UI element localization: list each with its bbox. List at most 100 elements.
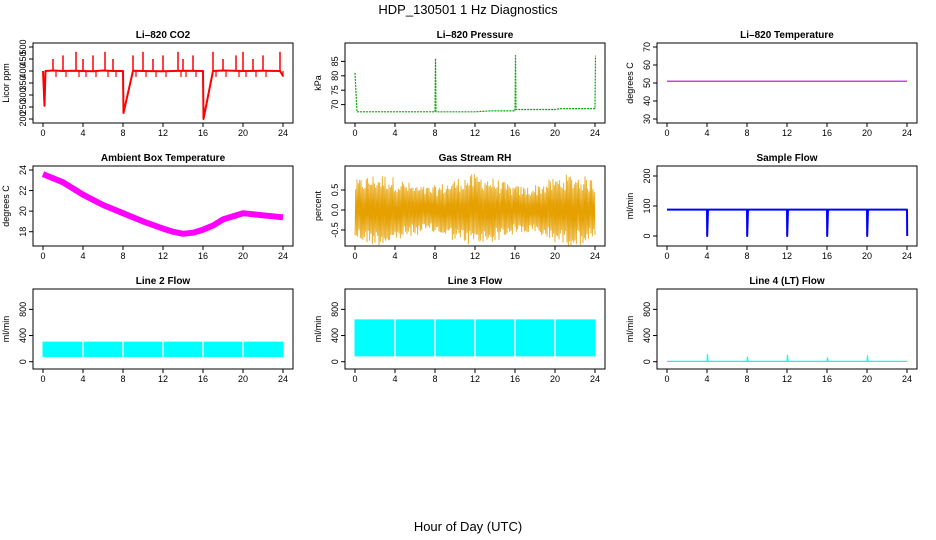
- panel-4-xtick-label-0: 0: [40, 251, 45, 261]
- panel-5-xtick-label-20: 20: [550, 251, 560, 261]
- panel-5-xtick-label-16: 16: [510, 251, 520, 261]
- panel-7-xtick-label-12: 12: [158, 374, 168, 384]
- panel-2-frame: [344, 42, 606, 124]
- panel-6-xtick-label-12: 12: [782, 251, 792, 261]
- panel-8-title: Line 3 Flow: [448, 276, 503, 287]
- panel-1-ytick-label-300: 300: [18, 87, 28, 102]
- panel-6-ytick-label-0: 0: [642, 233, 652, 238]
- panel-4-ytick-label-24: 24: [18, 165, 28, 175]
- panel-4-xtick-label-4: 4: [80, 251, 85, 261]
- panel-7-title: Line 2 Flow: [136, 276, 191, 287]
- panel-2-xtick-label-12: 12: [470, 128, 480, 138]
- panel-7-xtick-label-8: 8: [120, 374, 125, 384]
- panel-2-ytick-label-85: 85: [330, 56, 340, 66]
- panel-4-series-line: [41, 171, 284, 237]
- panel-1-ytick-label-400: 400: [18, 63, 28, 78]
- panel-3-xtick-label-8: 8: [744, 128, 749, 138]
- panel-6-xtick-label-16: 16: [822, 251, 832, 261]
- panel-8-xtick-label-0: 0: [352, 374, 357, 384]
- panel-8-ylabel: ml/min: [313, 316, 323, 343]
- panel-1-xtick-label-16: 16: [198, 128, 208, 138]
- panel-9-ylabel: ml/min: [625, 316, 635, 343]
- panel-3-title: Li–820 Temperature: [740, 30, 834, 41]
- panel-7-ylabel: ml/min: [1, 316, 11, 343]
- panel-4-ylabel: degrees C: [1, 185, 11, 227]
- panel-2-title: Li–820 Pressure: [437, 30, 514, 41]
- panel-6-xtick-label-0: 0: [664, 251, 669, 261]
- panel-8-xtick-label-24: 24: [590, 374, 600, 384]
- panel-6-xtick-label-4: 4: [704, 251, 709, 261]
- panel-2-xtick-label-20: 20: [550, 128, 560, 138]
- panel-4-frame: [32, 165, 294, 247]
- panel-8-ytick-label-0: 0: [330, 359, 340, 364]
- panel-7-xtick-label-24: 24: [278, 374, 288, 384]
- panel-1-title: Li–820 CO2: [136, 30, 191, 41]
- panel-2-ytick-label-70: 70: [330, 100, 340, 110]
- panel-9-xtick-label-8: 8: [744, 374, 749, 384]
- panel-1-xtick-label-4: 4: [80, 128, 85, 138]
- panel-5-ylabel: percent: [313, 190, 323, 221]
- panel-8-xtick-label-12: 12: [470, 374, 480, 384]
- panel-4-title: Ambient Box Temperature: [101, 153, 226, 164]
- panel-3-ytick-label-50: 50: [642, 78, 652, 88]
- panel-2-series-line: [354, 55, 597, 113]
- panel-4-xtick-label-24: 24: [278, 251, 288, 261]
- panel-2-ylabel: kPa: [313, 75, 323, 91]
- panel-9-title: Line 4 (LT) Flow: [749, 276, 825, 287]
- panel-9-xtick-label-12: 12: [782, 374, 792, 384]
- panel-9-xtick-label-16: 16: [822, 374, 832, 384]
- panel-7-xtick-label-4: 4: [80, 374, 85, 384]
- panel-2-xtick-label-16: 16: [510, 128, 520, 138]
- panel-3-frame: [656, 42, 918, 124]
- panel-5-xtick-label-4: 4: [392, 251, 397, 261]
- panel-9-xtick-label-0: 0: [664, 374, 669, 384]
- panel-3-xtick-label-0: 0: [664, 128, 669, 138]
- panel-4-xtick-label-12: 12: [158, 251, 168, 261]
- panel-7-ytick-label-0: 0: [18, 359, 28, 364]
- panel-1-xtick-label-0: 0: [40, 128, 45, 138]
- panel-9-xtick-label-24: 24: [902, 374, 912, 384]
- panel-1-ytick-label-250: 250: [18, 99, 28, 114]
- panel-3-ytick-label-30: 30: [642, 114, 652, 124]
- panel-6-title: Sample Flow: [756, 153, 817, 164]
- panel-8-ytick-label-800: 800: [330, 302, 340, 317]
- panel-9-series-line: [667, 353, 907, 362]
- panel-5-xtick-label-8: 8: [432, 251, 437, 261]
- panel-5-xtick-label-12: 12: [470, 251, 480, 261]
- panel-2-xtick-label-4: 4: [392, 128, 397, 138]
- panel-9-xtick-label-20: 20: [862, 374, 872, 384]
- panel-8-xtick-label-4: 4: [392, 374, 397, 384]
- panel-2-xtick-label-8: 8: [432, 128, 437, 138]
- panel-6-ytick-label-100: 100: [642, 198, 652, 213]
- panel-5-xtick-label-0: 0: [352, 251, 357, 261]
- panel-5-ytick-label-0.0: 0.0: [330, 204, 340, 217]
- panel-4-xtick-label-8: 8: [120, 251, 125, 261]
- panel-1-ylabel: Licor ppm: [1, 63, 11, 103]
- panel-1-xtick-label-8: 8: [120, 128, 125, 138]
- panel-5-xtick-label-24: 24: [590, 251, 600, 261]
- panel-5-ytick-label--0.5: -0.5: [330, 222, 340, 238]
- panel-4-xtick-label-20: 20: [238, 251, 248, 261]
- panel-3-ytick-label-40: 40: [642, 96, 652, 106]
- panel-6-ylabel: ml/min: [625, 193, 635, 220]
- panel-7-xtick-label-20: 20: [238, 374, 248, 384]
- panel-3-xtick-label-4: 4: [704, 128, 709, 138]
- panel-8-ytick-label-400: 400: [330, 328, 340, 343]
- panel-4-ytick-label-18: 18: [18, 227, 28, 237]
- panel-6-series-line: [667, 208, 909, 237]
- panel-8-xtick-label-8: 8: [432, 374, 437, 384]
- panel-1-ytick-label-500: 500: [18, 39, 28, 54]
- panel-1-frame: [32, 42, 294, 124]
- panel-2-xtick-label-0: 0: [352, 128, 357, 138]
- panel-3-xtick-label-24: 24: [902, 128, 912, 138]
- figure-xlabel: Hour of Day (UTC): [414, 519, 522, 534]
- panel-9-ytick-label-400: 400: [642, 328, 652, 343]
- panel-6-xtick-label-8: 8: [744, 251, 749, 261]
- panel-7-ytick-label-400: 400: [18, 328, 28, 343]
- panel-7-xtick-label-0: 0: [40, 374, 45, 384]
- panel-6-ytick-label-200: 200: [642, 168, 652, 183]
- panel-6-xtick-label-20: 20: [862, 251, 872, 261]
- panel-9-ytick-label-800: 800: [642, 302, 652, 317]
